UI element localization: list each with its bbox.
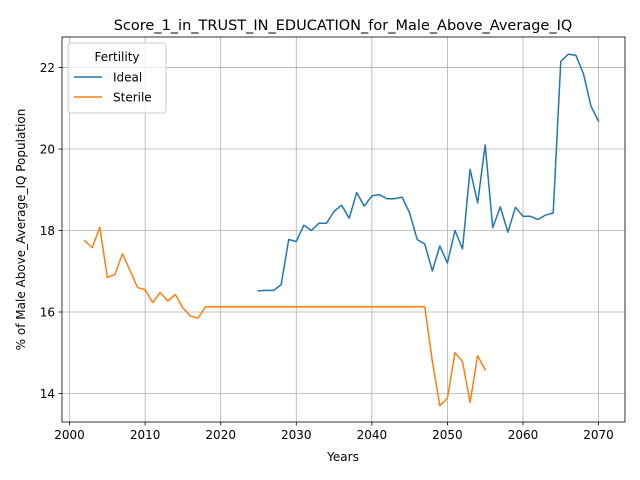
x-tick-label: 2030 xyxy=(281,428,312,442)
legend-box xyxy=(67,42,167,114)
series-line-ideal xyxy=(257,53,600,292)
y-tick-label: 20 xyxy=(40,142,55,156)
y-tick-label: 16 xyxy=(40,305,55,319)
x-tick-label: 2020 xyxy=(205,428,236,442)
series-line-sterile xyxy=(83,226,487,407)
x-tick-label: 2060 xyxy=(508,428,539,442)
y-tick-label: 14 xyxy=(40,387,55,401)
y-axis-label: % of Male Above_Average_IQ Population xyxy=(14,109,28,351)
x-tick-label: 2050 xyxy=(432,428,463,442)
y-tick-label: 18 xyxy=(40,224,55,238)
grid-lines xyxy=(62,37,625,422)
x-axis-label: Years xyxy=(326,450,359,464)
y-tick-label: 22 xyxy=(40,61,55,75)
series-lines xyxy=(83,53,600,407)
axis-ticks: 2000 2010 2020 2030 2040 2050 2060 2070 14 16 18 20… xyxy=(40,61,614,442)
legend: Fertility Ideal Sterile xyxy=(67,42,167,114)
legend-label-sterile: Sterile xyxy=(113,91,152,105)
chart-title: Score_1_in_TRUST_IN_EDUCATION_for_Male_A… xyxy=(114,18,573,34)
x-tick-label: 2010 xyxy=(130,428,161,442)
legend-label-ideal: Ideal xyxy=(113,71,142,85)
plot-area-frame xyxy=(61,36,626,423)
x-tick-label: 2040 xyxy=(357,428,388,442)
x-tick-label: 2000 xyxy=(54,428,85,442)
x-tick-label: 2070 xyxy=(583,428,614,442)
legend-title: Fertility xyxy=(94,50,139,64)
